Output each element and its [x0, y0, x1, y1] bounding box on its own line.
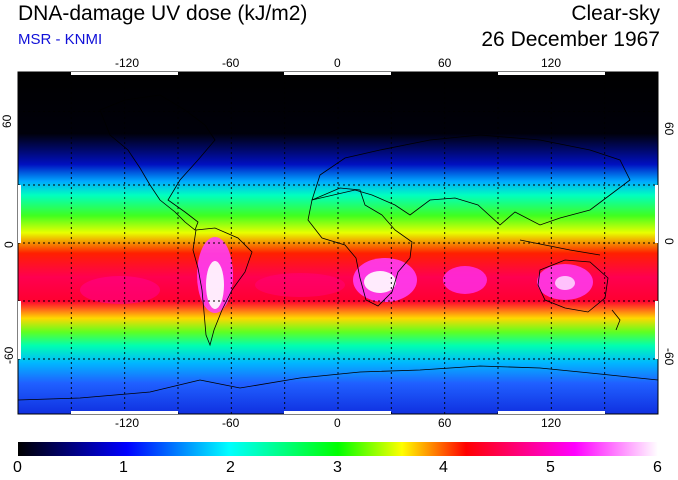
map-date: 26 December 1967 — [481, 28, 660, 51]
coastline-africa — [307, 187, 413, 307]
lon-tick-bottom-3: 0 — [334, 416, 341, 430]
coastline-south-america — [192, 227, 253, 347]
colorbar — [18, 442, 658, 456]
colorbar-tick-5: 5 — [546, 459, 555, 476]
lat-tick-right-1: 60 — [662, 122, 676, 136]
lon-tick-bottom-1: -120 — [115, 416, 140, 430]
coastline-antarctica — [18, 365, 658, 401]
map-title: DNA-damage UV dose (kJ/m2) — [18, 2, 308, 25]
sky-condition: Clear-sky — [571, 2, 660, 25]
coastline-north-america — [99, 94, 216, 231]
coastline-australia — [537, 259, 609, 313]
lat-tick-left-2: 0 — [2, 241, 16, 248]
border-ticks — [18, 72, 658, 414]
lon-tick-top-5: 120 — [541, 56, 562, 70]
coastlines — [18, 94, 658, 401]
lon-tick-bottom-5: 120 — [541, 416, 562, 430]
colorbar-tick-3: 3 — [333, 459, 342, 476]
colorbar-tick-1: 1 — [119, 459, 128, 476]
colorbar-tick-4: 4 — [439, 459, 448, 476]
coastline-new-zealand — [611, 309, 621, 331]
lon-tick-top-2: -60 — [222, 56, 240, 70]
lat-tick-left-1: 60 — [0, 114, 14, 128]
lat-tick-right-2: 0 — [662, 238, 676, 245]
coastline-eurasia — [311, 134, 631, 226]
lat-tick-right-3: -60 — [662, 348, 676, 366]
colorbar-tick-2: 2 — [226, 459, 235, 476]
lon-tick-top-1: -120 — [115, 56, 140, 70]
lon-tick-bottom-4: 60 — [438, 416, 452, 430]
coastline-indonesia — [519, 239, 601, 256]
lat-tick-left-3: -60 — [2, 346, 16, 364]
lon-tick-bottom-2: -60 — [222, 416, 240, 430]
lon-tick-top-3: 0 — [334, 56, 341, 70]
colorbar-tick-6: 6 — [653, 459, 662, 476]
graticule — [18, 72, 658, 414]
map-subtitle: MSR - KNMI — [18, 31, 103, 48]
lon-tick-top-4: 60 — [438, 56, 452, 70]
colorbar-tick-0: 0 — [13, 459, 22, 476]
